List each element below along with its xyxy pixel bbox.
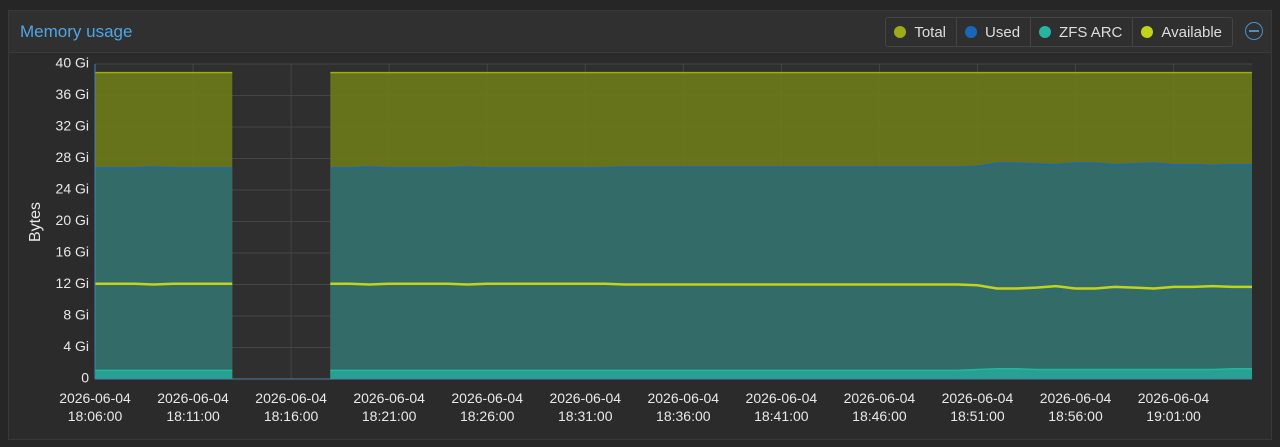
- x-tick-label: 2026-06-04 18:11:00: [157, 390, 229, 424]
- legend-label: Available: [1161, 23, 1222, 41]
- legend: Total Used ZFS ARC Available: [885, 17, 1233, 47]
- x-tick-label: 2026-06-04 19:01:00: [1138, 390, 1210, 424]
- x-tick-label-line: 18:56:00: [1048, 408, 1103, 424]
- y-tick-label: 4 Gi: [63, 338, 89, 354]
- legend-swatch: [894, 26, 907, 38]
- series-line: [95, 368, 1252, 372]
- x-tick-label-line: 18:46:00: [852, 408, 907, 424]
- x-tick-label: 2026-06-04 18:31:00: [549, 390, 621, 424]
- x-tick-label: 2026-06-04 18:41:00: [746, 390, 818, 424]
- x-tick-label: 2026-06-04 18:21:00: [353, 390, 425, 424]
- legend-item[interactable]: ZFS ARC: [1031, 18, 1134, 46]
- x-tick-label-line: 2026-06-04: [451, 390, 523, 406]
- y-axis-label: Bytes: [27, 202, 44, 242]
- x-tick-label-line: 18:06:00: [68, 408, 123, 424]
- x-tick-label-line: 18:36:00: [656, 408, 711, 424]
- x-tick-label-line: 18:16:00: [264, 408, 319, 424]
- x-tick-label-line: 2026-06-04: [59, 390, 131, 406]
- x-tick-label-line: 2026-06-04: [255, 390, 327, 406]
- legend-item[interactable]: Total: [886, 18, 958, 46]
- y-tick-label: 32 Gi: [56, 118, 89, 134]
- legend-item[interactable]: Used: [957, 18, 1032, 46]
- legend-swatch: [1039, 26, 1052, 38]
- y-tick-label: 28 Gi: [56, 149, 89, 165]
- x-tick-label: 2026-06-04 18:46:00: [844, 390, 916, 424]
- x-tick-label-line: 18:51:00: [950, 408, 1005, 424]
- collapse-button[interactable]: [1245, 22, 1263, 40]
- chart-title: Memory usage: [20, 22, 133, 41]
- y-tick-label: 12 Gi: [56, 275, 89, 291]
- x-tick-label-line: 18:11:00: [166, 408, 220, 424]
- x-tick-label-line: 2026-06-04: [844, 390, 916, 406]
- series-line: [95, 162, 1252, 169]
- legend-label: Used: [985, 23, 1021, 41]
- y-tick-label: 16 Gi: [56, 244, 89, 260]
- x-tick-label-line: 2026-06-04: [1040, 390, 1112, 406]
- x-tick-label: 2026-06-04 18:51:00: [942, 390, 1014, 424]
- y-tick-label: 40 Gi: [56, 55, 89, 71]
- x-tick-label-line: 18:31:00: [558, 408, 613, 424]
- legend-item[interactable]: Available: [1133, 18, 1232, 46]
- y-tick-label: 8 Gi: [63, 307, 89, 323]
- x-tick-label-line: 2026-06-04: [1138, 390, 1210, 406]
- legend-label: ZFS ARC: [1059, 23, 1123, 41]
- legend-swatch: [1141, 26, 1154, 38]
- y-tick-label: 0: [81, 370, 89, 386]
- y-tick-label: 20 Gi: [56, 212, 89, 228]
- x-tick-label: 2026-06-04 18:36:00: [647, 390, 719, 424]
- x-tick-label-line: 18:21:00: [362, 408, 417, 424]
- area-fill: [95, 368, 1252, 379]
- x-tick-label-line: 2026-06-04: [157, 390, 229, 406]
- series-line: [95, 282, 1252, 290]
- legend-label: Total: [914, 23, 947, 41]
- x-tick-label-line: 18:41:00: [754, 408, 809, 424]
- y-tick-label: 36 Gi: [56, 86, 89, 102]
- legend-swatch: [965, 26, 978, 38]
- x-tick-label-line: 2026-06-04: [549, 390, 621, 406]
- x-tick-label: 2026-06-04 18:56:00: [1040, 390, 1112, 424]
- area-fill: [95, 163, 1252, 379]
- x-tick-label: 2026-06-04 18:06:00: [59, 390, 131, 424]
- y-tick-label: 24 Gi: [56, 181, 89, 197]
- x-tick-label-line: 19:01:00: [1146, 408, 1201, 424]
- x-tick-label-line: 2026-06-04: [647, 390, 719, 406]
- x-tick-label: 2026-06-04 18:26:00: [451, 390, 523, 424]
- x-tick-label-line: 2026-06-04: [942, 390, 1014, 406]
- x-tick-label-line: 18:26:00: [460, 408, 515, 424]
- x-tick-label: 2026-06-04 18:16:00: [255, 390, 327, 424]
- x-tick-label-line: 2026-06-04: [746, 390, 818, 406]
- panel-header: Memory usage Total Used ZFS ARC Available: [9, 11, 1271, 53]
- x-tick-label-line: 2026-06-04: [353, 390, 425, 406]
